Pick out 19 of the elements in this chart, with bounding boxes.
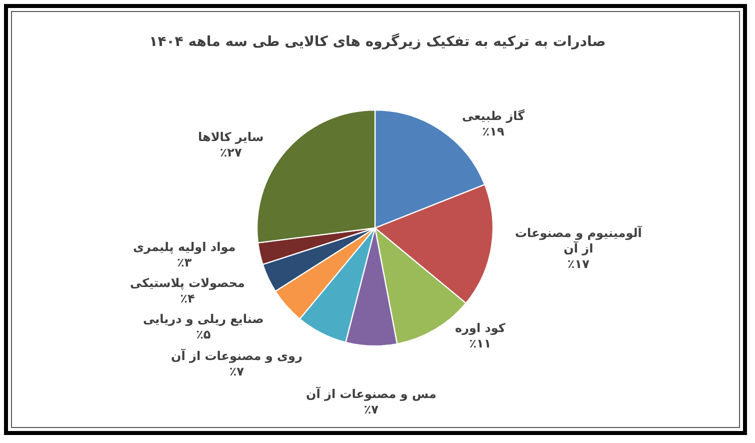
slice-label: آلومینیوم و مصنوعات از آن (515, 225, 643, 256)
slice-label: سایر کالاها (198, 130, 264, 144)
data-label: ٪۷ (364, 402, 380, 417)
data-label: ٪۵ (196, 328, 211, 342)
data-label: ٪۴ (180, 292, 195, 306)
data-label: ٪۱۷ (567, 257, 590, 272)
slice-label: کود اوره (455, 321, 506, 335)
data-label: ٪۲۷ (220, 146, 243, 160)
slice-label: مواد اولیه پلیمری (133, 240, 236, 254)
data-label: ٪۱۹ (482, 124, 505, 139)
data-label: ٪۷ (229, 364, 245, 379)
slice-label: صنایع ریلی و دریایی (143, 312, 264, 326)
data-label: ٪۳ (177, 256, 192, 270)
slice-label: روی و مصنوعات از آن (171, 348, 302, 363)
chart-title: صادرات به ترکیه به تفکیک زیرگروه های کالایی طی سه ماهه ۱۴۰۴ (149, 32, 606, 50)
data-label: ٪۱۱ (469, 336, 492, 351)
slice-label: محصولات پلاستیکی (130, 276, 245, 290)
slice-label: گاز طبیعی (462, 109, 525, 123)
slice-label: مس و مصنوعات از آن (306, 386, 436, 401)
